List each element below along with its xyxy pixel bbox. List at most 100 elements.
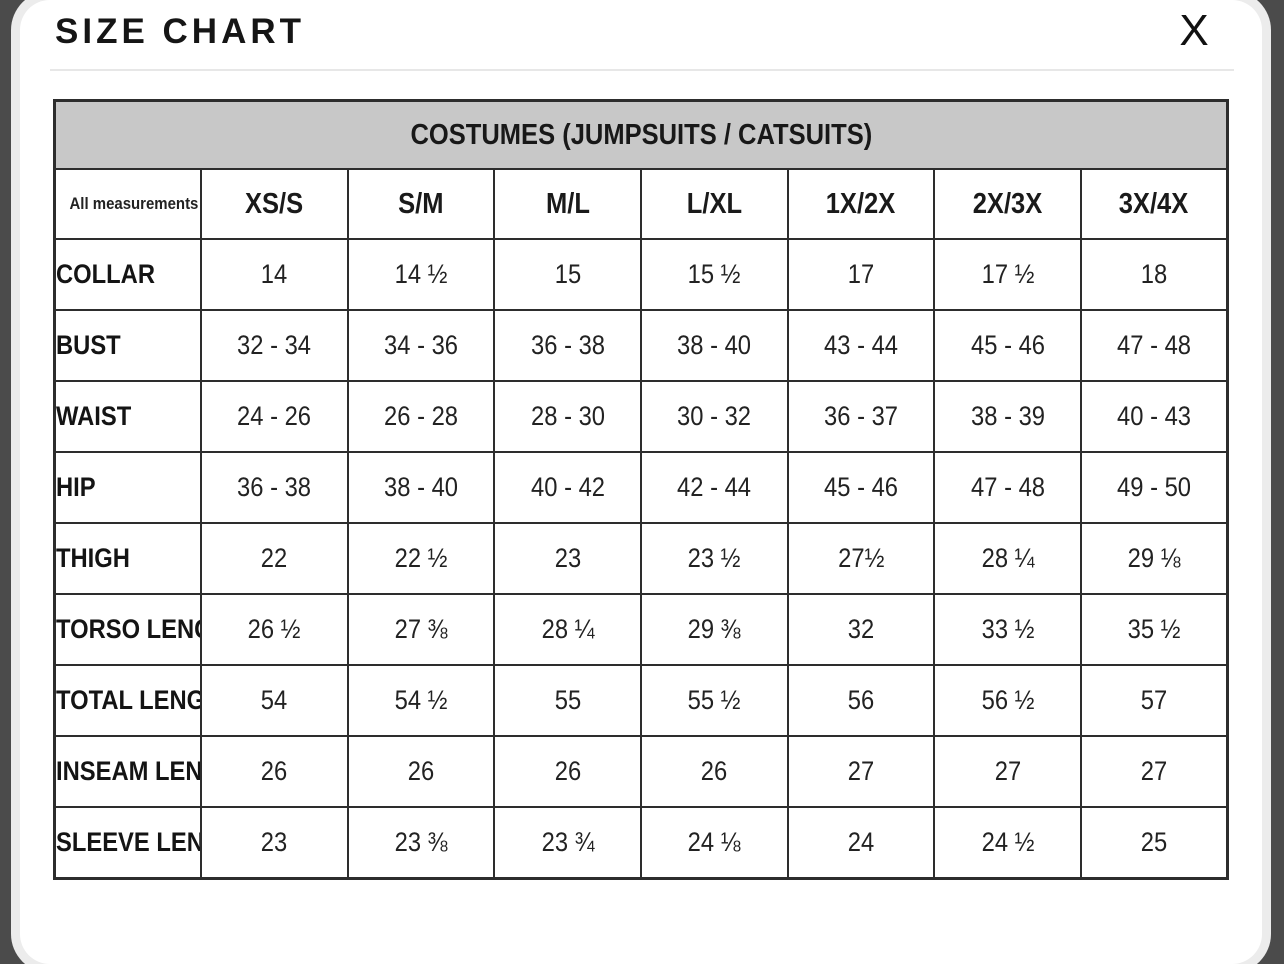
measurement-cell: 26 - 28 <box>346 380 496 453</box>
measurement-cell: 32 <box>786 593 936 666</box>
column-header-2x-3x: 2X/3X <box>933 168 1082 240</box>
measurement-cell: 54 <box>200 664 349 737</box>
measurement-cell: 36 - 37 <box>786 380 936 453</box>
measurement-cell: 56 <box>786 664 936 737</box>
measurement-cell: 15 ½ <box>640 238 789 311</box>
measurement-cell: 47 - 48 <box>1079 309 1229 382</box>
modal-header: SIZE CHART X <box>20 0 1262 71</box>
measurement-cell: 28 ¼ <box>933 522 1082 595</box>
measurement-cell: 55 <box>493 664 642 737</box>
corner-note: All measurements in inches <box>53 168 203 240</box>
table-row: HIP 36 - 38 38 - 40 40 - 42 42 - 44 45 - 46 47… <box>53 451 1229 524</box>
measurement-cell: 17 <box>786 238 936 311</box>
measurement-cell: 25 <box>1079 806 1229 880</box>
measurement-cell: 28 - 30 <box>493 380 642 453</box>
row-label: HIP <box>53 451 203 524</box>
measurement-cell: 22 <box>200 522 349 595</box>
column-header-l-xl: L/XL <box>640 168 789 240</box>
measurement-cell: 22 ½ <box>346 522 496 595</box>
measurement-cell: 26 <box>493 735 642 808</box>
measurement-cell: 30 - 32 <box>640 380 789 453</box>
close-icon: X <box>1179 6 1209 55</box>
measurement-cell: 17 ½ <box>933 238 1082 311</box>
measurement-cell: 29 ⅜ <box>640 593 789 666</box>
measurement-cell: 27 <box>786 735 936 808</box>
measurement-cell: 27 ⅜ <box>346 593 496 666</box>
measurement-cell: 14 ½ <box>346 238 496 311</box>
size-header-row: All measurements in inches XS/SS/MM/LL/X… <box>53 168 1229 240</box>
measurement-cell: 24 - 26 <box>200 380 349 453</box>
column-header-xs-s: XS/S <box>200 168 349 240</box>
row-label: TORSO LENGTH <box>53 593 203 666</box>
size-chart-table: COSTUMES (JUMPSUITS / CATSUITS) All meas… <box>53 99 1229 880</box>
table-body: COLLAR 14 14 ½ 15 15 ½ 17 17 ½ 18 BUST 32 - 34 34 … <box>53 238 1229 880</box>
measurement-cell: 14 <box>200 238 349 311</box>
measurement-cell: 15 <box>493 238 642 311</box>
measurement-cell: 27½ <box>786 522 936 595</box>
table-row: WAIST 24 - 26 26 - 28 28 - 30 30 - 32 36 - 37… <box>53 380 1229 453</box>
measurement-cell: 18 <box>1079 238 1229 311</box>
measurement-cell: 40 - 43 <box>1079 380 1229 453</box>
measurement-cell: 23 <box>200 806 349 880</box>
measurement-cell: 26 <box>346 735 496 808</box>
measurement-cell: 23 <box>493 522 642 595</box>
measurement-cell: 42 - 44 <box>640 451 789 524</box>
measurement-cell: 38 - 39 <box>933 380 1082 453</box>
measurement-cell: 55 ½ <box>640 664 789 737</box>
row-label: BUST <box>53 309 203 382</box>
row-label: TOTAL LENGTH <box>53 664 203 737</box>
measurement-cell: 36 - 38 <box>200 451 349 524</box>
measurement-cell: 23 ½ <box>640 522 789 595</box>
measurement-cell: 27 <box>1079 735 1229 808</box>
table-row: THIGH 22 22 ½ 23 23 ½ 27½ 28 ¼ 29 ⅛ <box>53 522 1229 595</box>
table-caption: COSTUMES (JUMPSUITS / CATSUITS) <box>53 99 1229 170</box>
table-row: BUST 32 - 34 34 - 36 36 - 38 38 - 40 43 - 44 4… <box>53 309 1229 382</box>
measurement-cell: 56 ½ <box>933 664 1082 737</box>
measurement-cell: 27 <box>933 735 1082 808</box>
measurement-cell: 29 ⅛ <box>1079 522 1229 595</box>
measurement-cell: 24 ½ <box>933 806 1082 880</box>
measurement-cell: 33 ½ <box>933 593 1082 666</box>
row-label: SLEEVE LENGTH <box>53 806 203 880</box>
measurement-cell: 47 - 48 <box>933 451 1082 524</box>
table-caption-row: COSTUMES (JUMPSUITS / CATSUITS) <box>53 99 1229 170</box>
table-row: INSEAM LENGTH26262626272727 <box>53 735 1229 808</box>
measurement-cell: 36 - 38 <box>493 309 642 382</box>
close-button[interactable]: X <box>1172 6 1216 56</box>
measurement-cell: 43 - 44 <box>786 309 936 382</box>
measurement-cell: 24 <box>786 806 936 880</box>
row-label: WAIST <box>53 380 203 453</box>
measurement-cell: 45 - 46 <box>786 451 936 524</box>
measurement-cell: 23 ¾ <box>493 806 642 880</box>
measurement-cell: 32 - 34 <box>200 309 349 382</box>
row-label: COLLAR <box>53 238 203 311</box>
measurement-cell: 28 ¼ <box>493 593 642 666</box>
page-title: SIZE CHART <box>55 12 305 51</box>
measurement-cell: 23 ⅜ <box>346 806 496 880</box>
column-header-s-m: S/M <box>346 168 496 240</box>
size-chart-modal: SIZE CHART X COSTUMES (JUMPSUITS / CATSU… <box>20 0 1262 964</box>
measurement-cell: 57 <box>1079 664 1229 737</box>
table-row: COLLAR 14 14 ½ 15 15 ½ 17 17 ½ 18 <box>53 238 1229 311</box>
column-header-m-l: M/L <box>493 168 642 240</box>
measurement-cell: 35 ½ <box>1079 593 1229 666</box>
measurement-cell: 26 <box>640 735 789 808</box>
column-header-3x-4x: 3X/4X <box>1079 168 1229 240</box>
measurement-cell: 34 - 36 <box>346 309 496 382</box>
measurement-cell: 40 - 42 <box>493 451 642 524</box>
header-divider <box>50 69 1234 71</box>
measurement-cell: 38 - 40 <box>346 451 496 524</box>
measurement-cell: 26 <box>200 735 349 808</box>
measurement-cell: 38 - 40 <box>640 309 789 382</box>
measurement-cell: 49 - 50 <box>1079 451 1229 524</box>
column-header-1x-2x: 1X/2X <box>786 168 936 240</box>
measurement-cell: 26 ½ <box>200 593 349 666</box>
measurement-cell: 24 ⅛ <box>640 806 789 880</box>
row-label: INSEAM LENGTH <box>53 735 203 808</box>
measurement-cell: 45 - 46 <box>933 309 1082 382</box>
measurement-cell: 54 ½ <box>346 664 496 737</box>
row-label: THIGH <box>53 522 203 595</box>
